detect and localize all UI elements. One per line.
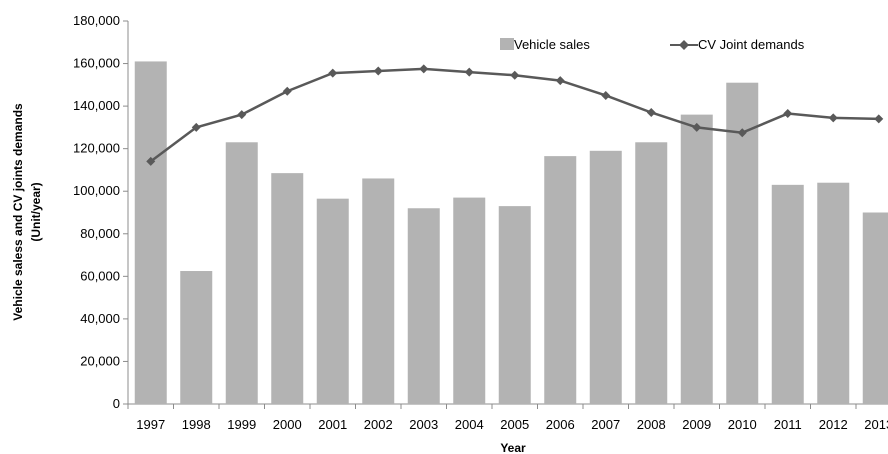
- legend-label-vehicle-sales: Vehicle sales: [514, 37, 590, 52]
- y-tick-label: 160,000: [73, 56, 120, 71]
- line-point: [737, 128, 747, 138]
- y-tick-label: 180,000: [73, 13, 120, 28]
- line-point: [146, 156, 156, 166]
- x-tick-label: 2006: [546, 417, 575, 432]
- line-point: [828, 113, 838, 123]
- x-tick-label: 1997: [136, 417, 165, 432]
- x-axis: 1997 1998 1999 2000 2001 2002 2003 2004 2005 2006…: [127, 403, 888, 432]
- x-tick-label: 2001: [318, 417, 347, 432]
- x-tick-label: 2000: [273, 417, 302, 432]
- y-tick-label: 140,000: [73, 98, 120, 113]
- bar: [817, 182, 850, 404]
- y-tick-label: 60,000: [80, 268, 120, 283]
- bar: [407, 208, 440, 404]
- y-axis: 0 20,000 40,000 60,000 80,000 100,000 120,000 1…: [73, 13, 129, 411]
- line-point: [191, 122, 201, 132]
- y-tick-label: 40,000: [80, 311, 120, 326]
- legend-marker-cv-joint: [679, 40, 689, 50]
- y-tick-label: 0: [113, 396, 120, 411]
- bar: [271, 173, 304, 404]
- x-tick-label: 2012: [819, 417, 848, 432]
- line-point: [510, 70, 520, 80]
- y-axis-title-line2: (Unit/year): [29, 182, 43, 241]
- legend: Vehicle sales CV Joint demands: [500, 37, 805, 52]
- x-tick-label: 2002: [364, 417, 393, 432]
- x-tick-label: 2007: [591, 417, 620, 432]
- line-point: [328, 68, 338, 78]
- bar: [362, 178, 395, 404]
- x-axis-title: Year: [500, 441, 526, 454]
- line-point: [373, 66, 383, 76]
- line-series-cv-joint-demands: [146, 64, 884, 166]
- bar: [680, 114, 713, 404]
- line-point: [237, 110, 247, 120]
- x-tick-label: 2004: [455, 417, 484, 432]
- bar: [225, 142, 258, 405]
- y-tick-label: 20,000: [80, 353, 120, 368]
- x-tick-label: 2009: [682, 417, 711, 432]
- x-tick-label: 1998: [182, 417, 211, 432]
- x-tick-label: 2005: [500, 417, 529, 432]
- x-tick-label: 2013: [864, 417, 888, 432]
- bar: [180, 271, 213, 404]
- line-point: [692, 122, 702, 132]
- line-point: [601, 90, 611, 100]
- x-tick-label: 2010: [728, 417, 757, 432]
- x-tick-label: 2008: [637, 417, 666, 432]
- line-point: [646, 107, 656, 117]
- cv-joint-line: [150, 67, 879, 163]
- bar: [316, 198, 349, 404]
- bar: [771, 184, 804, 404]
- bar: [134, 61, 167, 405]
- line-point: [783, 109, 793, 119]
- bar: [544, 156, 577, 404]
- x-tick-label: 1999: [227, 417, 256, 432]
- line-point: [282, 86, 292, 96]
- legend-swatch-vehicle-sales: [500, 38, 514, 50]
- line-point: [419, 64, 429, 74]
- y-tick-label: 80,000: [80, 226, 120, 241]
- line-point: [555, 76, 565, 86]
- bar: [635, 142, 668, 405]
- y-tick-label: 100,000: [73, 183, 120, 198]
- x-tick-label: 2011: [774, 417, 802, 432]
- bar: [589, 150, 622, 404]
- line-point: [874, 114, 884, 124]
- bar: [453, 197, 486, 404]
- bar: [498, 206, 531, 404]
- y-tick-label: 120,000: [73, 141, 120, 156]
- bar-series-vehicle-sales: [134, 61, 888, 405]
- x-tick-label: 2003: [409, 417, 438, 432]
- y-axis-title-line1: Vehicle saless and CV joints demands: [11, 103, 25, 321]
- bar: [862, 212, 888, 404]
- line-point: [464, 67, 474, 77]
- legend-label-cv-joint: CV Joint demands: [698, 37, 805, 52]
